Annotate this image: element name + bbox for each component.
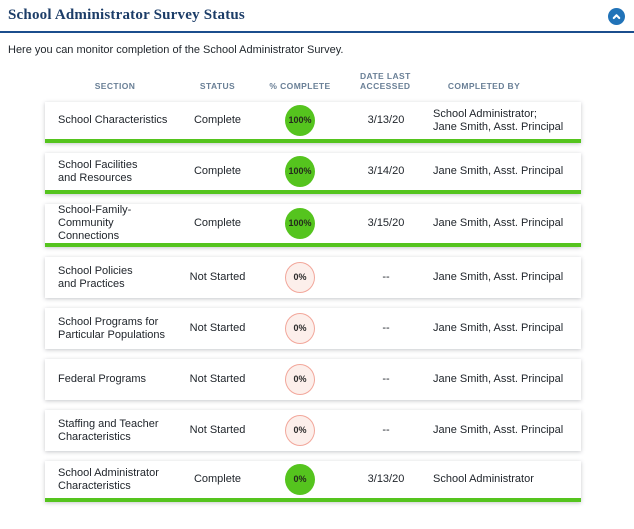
percent-complete-badge: 100% (285, 105, 315, 136)
date-last-accessed-cell: -- (382, 271, 390, 283)
date-last-accessed-cell: 3/13/20 (367, 473, 405, 485)
percent-complete-cell: 100% (250, 208, 350, 239)
status-cell: Complete (193, 165, 242, 177)
intro-text: Here you can monitor completion of the S… (8, 44, 344, 56)
date-last-accessed-cell: 3/15/20 (367, 217, 405, 229)
panel-titlebar: School Administrator Survey Status (0, 0, 634, 25)
status-cell: Complete (193, 217, 242, 229)
completed-by-cell: Jane Smith, Asst. Principal (433, 217, 564, 229)
table-body: School Characteristics Complete 100% 3/13/2… (45, 102, 581, 502)
collapse-button[interactable] (608, 8, 625, 25)
table-row: School Characteristics Complete 100% 3/13/2… (45, 102, 581, 143)
section-cell: School Characteristics (58, 114, 168, 126)
chevron-up-icon (611, 11, 622, 22)
date-last-accessed-cell: -- (382, 322, 390, 334)
completed-by-cell: Jane Smith, Asst. Principal (433, 373, 564, 385)
completed-by-cell: Jane Smith, Asst. Principal (433, 322, 564, 334)
survey-status-table: SECTION STATUS % COMPLETE DATE LAST ACCE… (45, 71, 581, 502)
table-row: School Policies and Practices Not Started… (45, 257, 581, 298)
table-row: Staffing and Teacher Characteristics Not … (45, 410, 581, 451)
table-header-row: SECTION STATUS % COMPLETE DATE LAST ACCE… (45, 71, 581, 102)
percent-complete-cell: 0% (250, 364, 350, 395)
section-cell: School Facilities and Resources (58, 158, 138, 184)
section-cell: Federal Programs (58, 373, 147, 385)
table-row: School-Family-Community Connections Compl… (45, 204, 581, 247)
completed-by-cell: Jane Smith, Asst. Principal (433, 424, 564, 436)
table-row: School Administrator Characteristics Comp… (45, 461, 581, 502)
date-last-accessed-cell: -- (382, 424, 390, 436)
column-header-percent-complete: % COMPLETE (269, 81, 331, 91)
completed-by-cell: Jane Smith, Asst. Principal (433, 165, 564, 177)
percent-complete-cell: 100% (250, 156, 350, 187)
status-cell: Not Started (189, 322, 246, 334)
percent-complete-badge: 100% (285, 208, 315, 239)
percent-complete-badge: 0% (285, 415, 315, 446)
page-title: School Administrator Survey Status (8, 7, 245, 23)
percent-complete-badge: 0% (285, 313, 315, 344)
percent-complete-badge: 0% (285, 464, 315, 495)
section-cell: School Policies and Practices (58, 264, 133, 290)
date-last-accessed-cell: -- (382, 373, 390, 385)
section-cell: School Programs for Particular Populatio… (58, 315, 166, 341)
section-cell: Staffing and Teacher Characteristics (58, 417, 159, 443)
percent-complete-cell: 0% (250, 415, 350, 446)
survey-status-panel: School Administrator Survey Status Here … (0, 0, 634, 502)
section-cell: School-Family-Community Connections (58, 204, 132, 242)
column-header-date-last-accessed: DATE LAST ACCESSED (360, 71, 411, 91)
date-last-accessed-cell: 3/14/20 (367, 165, 405, 177)
table-row: School Facilities and Resources Complete 1… (45, 153, 581, 194)
section-cell: School Administrator Characteristics (58, 466, 159, 492)
completed-by-cell: Jane Smith, Asst. Principal (433, 271, 564, 283)
percent-complete-cell: 100% (250, 105, 350, 136)
column-header-section: SECTION (94, 81, 136, 91)
completed-by-cell: School Administrator; Jane Smith, Asst. … (433, 107, 564, 133)
percent-complete-badge: 0% (285, 262, 315, 293)
table-row: Federal Programs Not Started 0% -- Jane Smit… (45, 359, 581, 400)
title-divider (0, 31, 634, 33)
percent-complete-badge: 0% (285, 364, 315, 395)
percent-complete-badge: 100% (285, 156, 315, 187)
percent-complete-cell: 0% (250, 464, 350, 495)
column-header-status: STATUS (199, 81, 236, 91)
status-cell: Not Started (189, 271, 246, 283)
table-row: School Programs for Particular Populatio… (45, 308, 581, 349)
percent-complete-cell: 0% (250, 262, 350, 293)
column-header-completed-by: COMPLETED BY (447, 81, 521, 91)
status-cell: Complete (193, 473, 242, 485)
date-last-accessed-cell: 3/13/20 (367, 114, 405, 126)
status-cell: Not Started (189, 373, 246, 385)
status-cell: Complete (193, 114, 242, 126)
percent-complete-cell: 0% (250, 313, 350, 344)
completed-by-cell: School Administrator (433, 473, 534, 485)
status-cell: Not Started (189, 424, 246, 436)
